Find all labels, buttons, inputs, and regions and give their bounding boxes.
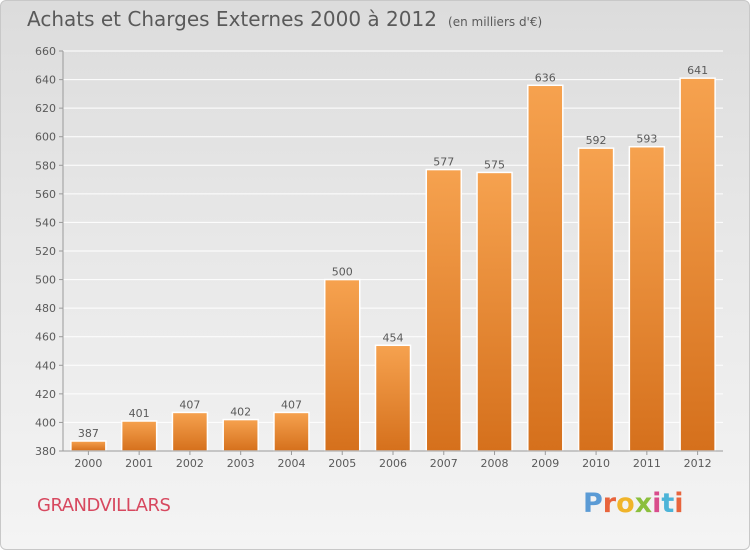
y-tick-label: 440 [35,359,56,372]
bar-value-label: 402 [230,406,251,419]
bar [476,171,513,452]
bar [425,168,463,452]
logo-letter: r [602,488,617,519]
x-tick-label: 2002 [176,457,204,470]
bar [527,84,564,452]
x-tick-label: 2003 [227,457,255,470]
y-tick-label: 400 [35,416,56,429]
bar-value-label: 387 [78,427,99,440]
bar-value-label: 401 [129,407,150,420]
x-tick-label: 2011 [633,457,661,470]
x-tick-label: 2005 [328,457,356,470]
bar-value-label: 593 [636,133,657,146]
bar [120,420,158,452]
x-tick-label: 2008 [481,457,509,470]
x-tick-label: 2000 [74,457,102,470]
bar [171,411,209,452]
proxiti-logo[interactable]: Proxiti [583,488,684,519]
y-tick-label: 420 [35,388,56,401]
bars: 387 401 407 402 407 500 454 577 575 636 592 593 641 [70,64,716,452]
y-tick-label: 380 [35,445,56,458]
logo-letter: i [674,488,684,519]
chart-subtitle: (en milliers d'€) [448,15,543,29]
logo-letter: i [652,488,662,519]
bar [273,411,310,452]
y-tick-label: 540 [35,216,56,229]
x-tick-label: 2007 [430,457,458,470]
bar [628,145,666,452]
bar-value-label: 636 [535,71,556,84]
bar [374,344,412,452]
bar [70,440,107,452]
bar-value-label: 641 [687,64,708,77]
y-tick-label: 500 [35,274,56,287]
chart-title: Achats et Charges Externes 2000 à 2012 [27,7,437,31]
bar-value-label: 577 [433,156,454,169]
y-tick-label: 480 [35,302,56,315]
bar [679,77,716,452]
chart-title-block: Achats et Charges Externes 2000 à 2012 (… [27,7,542,31]
y-tick-label: 560 [35,188,56,201]
x-tick-label: 2006 [379,457,407,470]
x-tick-label: 2012 [684,457,712,470]
x-tick-label: 2009 [531,457,559,470]
logo-letter: x [634,488,653,519]
x-tick-label: 2001 [125,457,153,470]
bar [577,147,615,452]
logo-letter: t [661,488,675,519]
y-tick-label: 660 [35,45,56,58]
bar-value-label: 454 [383,331,404,344]
bar-value-label: 407 [281,398,302,411]
logo-letter: P [583,488,603,519]
x-tick-label: 2010 [582,457,610,470]
bar-value-label: 575 [484,158,505,171]
commune-name: GRANDVILLARS [37,495,171,516]
x-tick-label: 2004 [277,457,305,470]
bar-value-label: 500 [332,266,353,279]
y-tick-label: 520 [35,245,56,258]
y-tick-label: 460 [35,331,56,344]
y-tick-label: 620 [35,102,56,115]
axes: 380 400 420 440 460 480 500 520 540 560 580 600 620 6… [35,45,723,470]
logo-letter: o [616,488,635,519]
y-tick-label: 640 [35,74,56,87]
bar [222,418,259,452]
bar [323,278,361,452]
bar-value-label: 407 [179,398,200,411]
y-tick-label: 600 [35,131,56,144]
y-tick-label: 580 [35,159,56,172]
bar-value-label: 592 [586,134,607,147]
